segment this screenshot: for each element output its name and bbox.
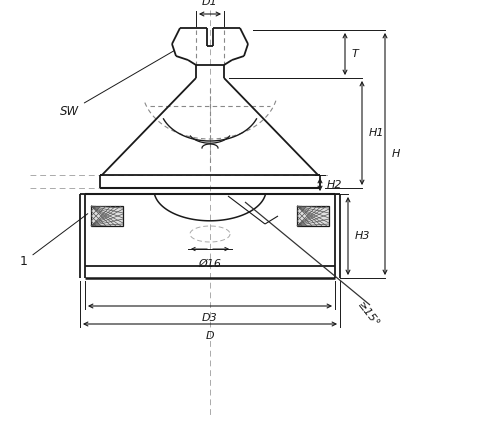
Text: ≥15°: ≥15° [355,300,381,330]
Text: D3: D3 [202,313,218,323]
Text: D: D [206,331,214,341]
Polygon shape [91,206,123,226]
Text: H3: H3 [355,231,370,241]
Polygon shape [297,206,329,226]
Text: Ø16: Ø16 [198,259,222,269]
Text: 1: 1 [20,214,88,268]
Text: H1: H1 [369,128,384,138]
Text: SW: SW [60,51,174,118]
Text: T: T [352,49,359,59]
Text: D1: D1 [202,0,218,7]
Text: H2: H2 [327,179,342,190]
Text: H: H [392,149,400,159]
